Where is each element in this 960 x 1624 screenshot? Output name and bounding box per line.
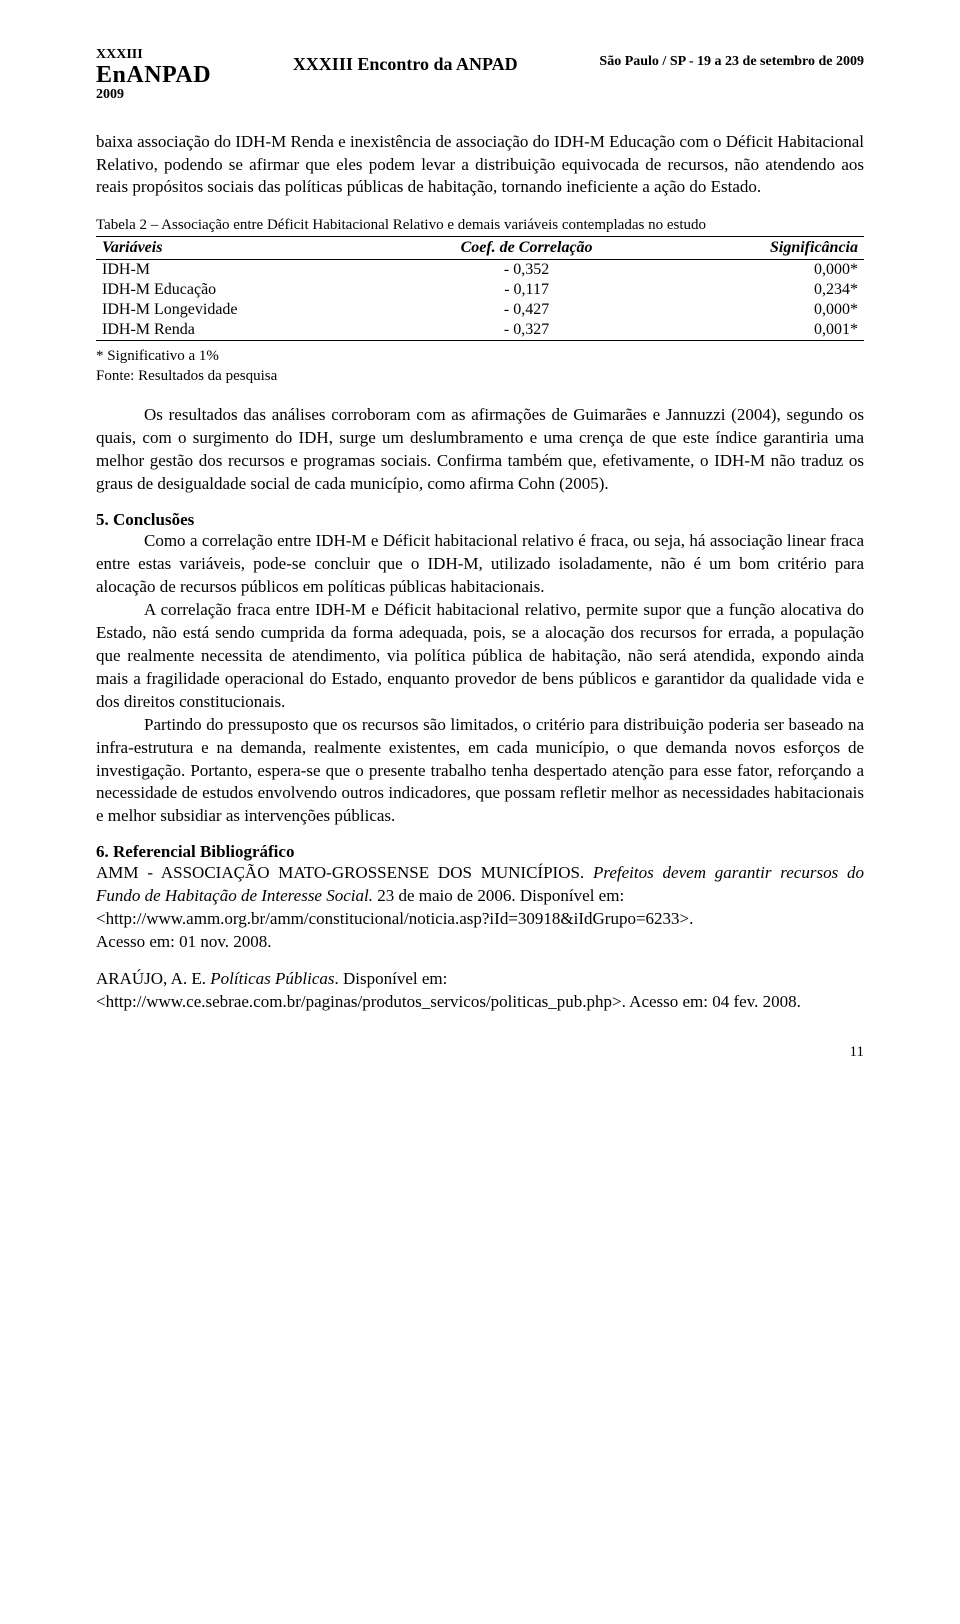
cell-sig: 0,000* [668, 260, 864, 281]
section-5-body: Como a correlação entre IDH-M e Déficit … [96, 530, 864, 828]
table-row: IDH-M - 0,352 0,000* [96, 260, 864, 281]
cell-var: IDH-M [96, 260, 385, 281]
cell-coef: - 0,427 [385, 300, 667, 320]
cell-var: IDH-M Renda [96, 320, 385, 341]
cell-coef: - 0,352 [385, 260, 667, 281]
section-6-title: 6. Referencial Bibliográfico [96, 842, 864, 862]
footnote-sig: * Significativo a 1% [96, 348, 219, 364]
header-title: XXXIII Encontro da ANPAD [211, 48, 599, 75]
logo-bottom: 2009 [96, 88, 211, 103]
footnote-source: Fonte: Resultados da pesquisa [96, 368, 277, 384]
ref2-author: ARAÚJO, A. E. [96, 969, 210, 988]
cell-coef: - 0,327 [385, 320, 667, 341]
section-5-p3: Partindo do pressuposto que os recursos … [96, 714, 864, 829]
cell-var: IDH-M Longevidade [96, 300, 385, 320]
table-footnote: * Significativo a 1% Fonte: Resultados d… [96, 347, 864, 386]
table-row: IDH-M Renda - 0,327 0,001* [96, 320, 864, 341]
cell-var: IDH-M Educação [96, 280, 385, 300]
reference-2: ARAÚJO, A. E. Políticas Públicas. Dispon… [96, 968, 864, 1014]
ref2-title: Políticas Públicas [210, 969, 334, 988]
header-logo: XXXIII EnANPAD 2009 [96, 48, 211, 103]
ref1-url: <http://www.amm.org.br/amm/constituciona… [96, 909, 693, 928]
page-number: 11 [96, 1044, 864, 1061]
paragraph-intro: baixa associação do IDH-M Renda e inexis… [96, 131, 864, 200]
section-5-title: 5. Conclusões [96, 510, 864, 530]
section-5-p2: A correlação fraca entre IDH-M e Déficit… [96, 599, 864, 714]
cell-sig: 0,001* [668, 320, 864, 341]
cell-sig: 0,234* [668, 280, 864, 300]
col-header-sig: Significância [668, 237, 864, 260]
ref2-url-access: <http://www.ce.sebrae.com.br/paginas/pro… [96, 992, 801, 1011]
correlation-table: Variáveis Coef. de Correlação Significân… [96, 236, 864, 341]
table-header-row: Variáveis Coef. de Correlação Significân… [96, 237, 864, 260]
logo-top: XXXIII [96, 48, 211, 63]
paragraph-results: Os resultados das análises corroboram co… [96, 404, 864, 496]
cell-coef: - 0,117 [385, 280, 667, 300]
cell-sig: 0,000* [668, 300, 864, 320]
ref2-avail: . Disponível em: [334, 969, 447, 988]
header-location-date: São Paulo / SP - 19 a 23 de setembro de … [599, 48, 864, 70]
logo-main: EnANPAD [96, 63, 211, 88]
section-5-p1: Como a correlação entre IDH-M e Déficit … [96, 530, 864, 599]
table-row: IDH-M Educação - 0,117 0,234* [96, 280, 864, 300]
reference-1: AMM - ASSOCIAÇÃO MATO-GROSSENSE DOS MUNI… [96, 862, 864, 954]
col-header-variaveis: Variáveis [96, 237, 385, 260]
ref1-access: Acesso em: 01 nov. 2008. [96, 932, 272, 951]
page-header: XXXIII EnANPAD 2009 XXXIII Encontro da A… [96, 48, 864, 103]
col-header-coef: Coef. de Correlação [385, 237, 667, 260]
table-caption: Tabela 2 – Associação entre Déficit Habi… [96, 217, 864, 234]
ref1-date: 23 de maio de 2006. Disponível em: [373, 886, 624, 905]
ref1-org: AMM - ASSOCIAÇÃO MATO-GROSSENSE DOS MUNI… [96, 863, 593, 882]
table-row: IDH-M Longevidade - 0,427 0,000* [96, 300, 864, 320]
